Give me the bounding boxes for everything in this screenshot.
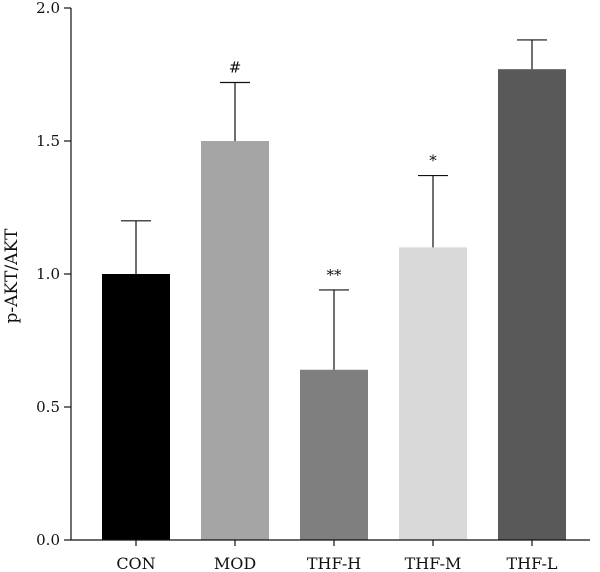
x-tick-label: CON xyxy=(116,554,155,572)
significance-marker: ** xyxy=(327,266,343,284)
y-axis: 0.0 0.5 1.0 1.5 2.0 xyxy=(36,0,72,549)
y-tick-label: 2.0 xyxy=(36,0,60,17)
significance-marker: * xyxy=(429,152,437,170)
x-tick-label: THF-M xyxy=(405,554,462,572)
y-tick-label: 0.5 xyxy=(36,398,60,416)
y-axis-title: p-AKT/AKT xyxy=(2,228,22,324)
bar-con xyxy=(102,274,170,540)
x-axis: CON MOD THF-H THF-M THF-L xyxy=(71,539,590,572)
bar-thf-h xyxy=(300,369,368,540)
bar-mod xyxy=(201,141,269,540)
y-tick-label: 0.0 xyxy=(36,531,60,549)
y-tick-label: 1.0 xyxy=(36,265,60,283)
bar-thf-l xyxy=(498,69,566,541)
bar-thf-m xyxy=(399,247,467,540)
x-tick-label: MOD xyxy=(214,554,256,572)
plot-area: #*** xyxy=(102,39,566,541)
y-tick-label: 1.5 xyxy=(36,132,60,150)
x-tick-label: THF-L xyxy=(506,554,557,572)
significance-marker: # xyxy=(229,58,242,76)
x-tick-label: THF-H xyxy=(307,554,361,572)
